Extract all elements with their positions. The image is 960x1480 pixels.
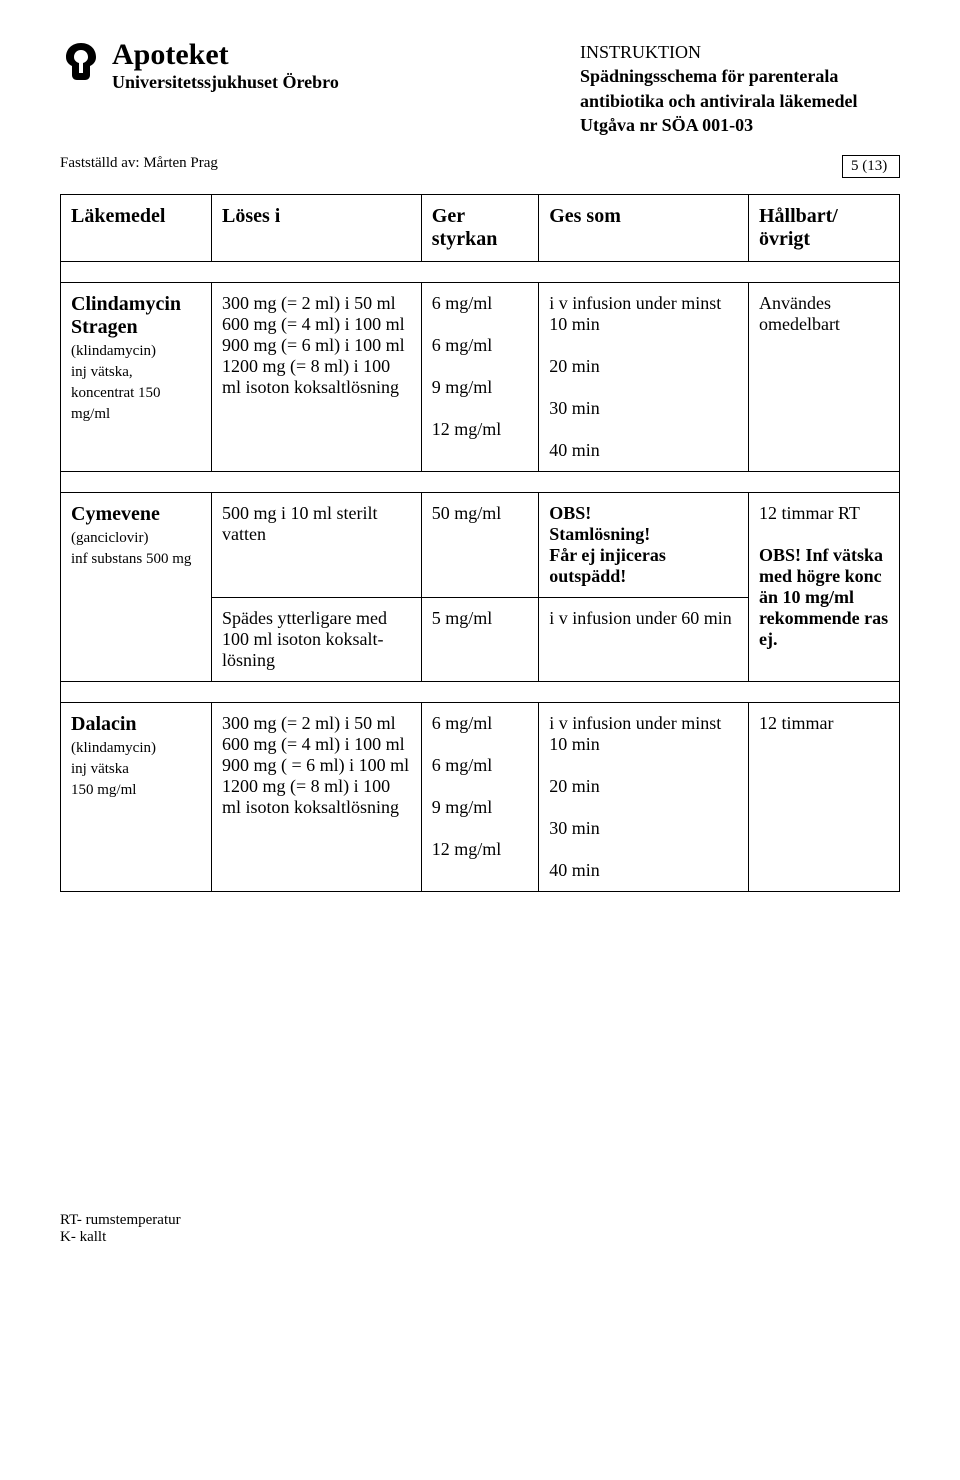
cell-ger: 50 mg/ml bbox=[421, 493, 538, 598]
organization-name: Universitetssjukhuset Örebro bbox=[112, 72, 339, 93]
cell-hall: 12 timmar bbox=[748, 703, 899, 892]
table-header-row: Läkemedel Löses i Ger styrkan Ges som Hå… bbox=[61, 195, 900, 262]
document-meta: INSTRUKTION Spädningsschema för parenter… bbox=[580, 40, 900, 137]
approval-row: Fastställd av: Mårten Prag 5 (13) bbox=[60, 155, 900, 178]
page-number: 5 (13) bbox=[842, 155, 900, 178]
drug-sub: (klindamycin) inj vätska 150 mg/ml bbox=[71, 740, 156, 798]
logo-block: Apoteket Universitetssjukhuset Örebro bbox=[60, 40, 339, 93]
cell-hall: Användes omedelbart bbox=[748, 283, 899, 472]
cell-loses: 300 mg (= 2 ml) i 50 ml 600 mg (= 4 ml) … bbox=[212, 703, 422, 892]
doc-edition: Utgåva nr SÖA 001-03 bbox=[580, 113, 900, 137]
cell-hall-line1: 12 timmar RT bbox=[759, 503, 860, 523]
col-ger: Ger styrkan bbox=[421, 195, 538, 262]
legend-rt: RT- rumstemperatur bbox=[60, 1212, 900, 1229]
row-dalacin: Dalacin (klindamycin) inj vätska 150 mg/… bbox=[61, 703, 900, 892]
cell-ges: i v infusion under minst 10 min 20 min 3… bbox=[539, 283, 749, 472]
cell-loses: Spädes ytterligare med 100 ml isoton kok… bbox=[212, 598, 422, 682]
cell-ges: i v infusion under 60 min bbox=[539, 598, 749, 682]
col-lakemedel: Läkemedel bbox=[61, 195, 212, 262]
approved-by: Fastställd av: Mårten Prag bbox=[60, 155, 218, 178]
col-loses: Löses i bbox=[212, 195, 422, 262]
dilution-table: Läkemedel Löses i Ger styrkan Ges som Hå… bbox=[60, 194, 900, 892]
footer-legend: RT- rumstemperatur K- kallt bbox=[60, 1212, 900, 1246]
legend-k: K- kallt bbox=[60, 1229, 900, 1246]
cell-ger: 5 mg/ml bbox=[421, 598, 538, 682]
cell-hall-warning: OBS! Inf vätska med högre konc än 10 mg/… bbox=[759, 545, 888, 649]
drug-sub: (ganciclovir) inf substans 500 mg bbox=[71, 530, 191, 567]
cell-loses: 500 mg i 10 ml sterilt vatten bbox=[212, 493, 422, 598]
col-hallbart: Hållbart/ övrigt bbox=[748, 195, 899, 262]
drug-sub: (klindamycin) inj vätska, koncentrat 150… bbox=[71, 343, 161, 422]
col-ges: Ges som bbox=[539, 195, 749, 262]
drug-name: Clindamycin Stragen bbox=[71, 293, 181, 338]
cell-loses: 300 mg (= 2 ml) i 50 ml 600 mg (= 4 ml) … bbox=[212, 283, 422, 472]
doc-title: Spädningsschema för parenterala antibiot… bbox=[580, 64, 900, 113]
cell-ger: 6 mg/ml 6 mg/ml 9 mg/ml 12 mg/ml bbox=[421, 703, 538, 892]
row-cymevene-1: Cymevene (ganciclovir) inf substans 500 … bbox=[61, 493, 900, 598]
cell-ges-warning: OBS! Stamlösning! Får ej injiceras outsp… bbox=[549, 503, 666, 586]
cell-ges: i v infusion under minst 10 min 20 min 3… bbox=[539, 703, 749, 892]
drug-name: Dalacin bbox=[71, 713, 137, 735]
doc-type: INSTRUKTION bbox=[580, 40, 900, 64]
page-header: Apoteket Universitetssjukhuset Örebro IN… bbox=[60, 40, 900, 137]
apoteket-logo-icon bbox=[60, 40, 102, 82]
row-clindamycin: Clindamycin Stragen (klindamycin) inj vä… bbox=[61, 283, 900, 472]
brand-name: Apoteket bbox=[112, 40, 339, 70]
cell-ger: 6 mg/ml 6 mg/ml 9 mg/ml 12 mg/ml bbox=[421, 283, 538, 472]
drug-name: Cymevene bbox=[71, 503, 160, 525]
